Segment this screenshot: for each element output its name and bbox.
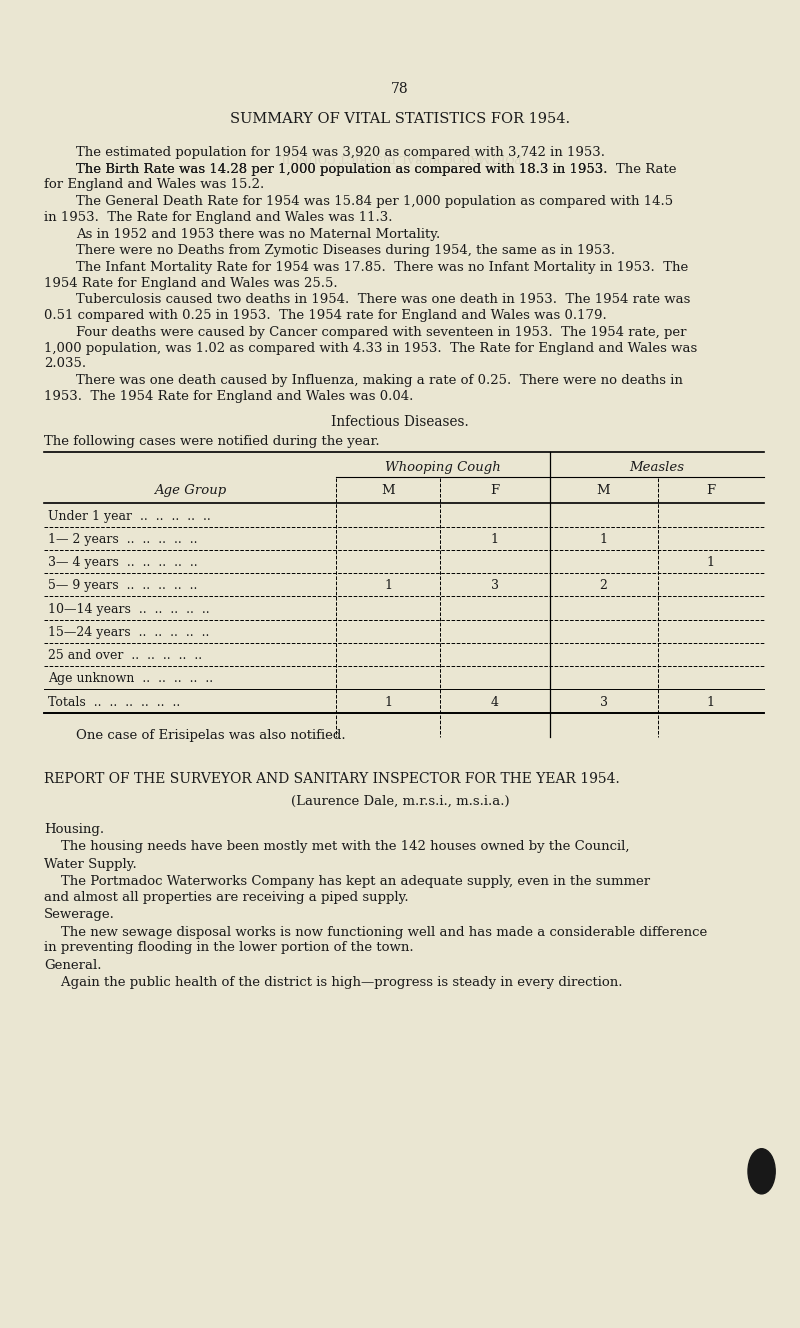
Text: 0.51 compared with 0.25 in 1953.  The 1954 rate for England and Wales was 0.179.: 0.51 compared with 0.25 in 1953. The 195… [44,309,606,323]
Text: Age Group: Age Group [154,483,226,497]
Text: As in 1952 and 1953 there was no Maternal Mortality.: As in 1952 and 1953 there was no Materna… [76,227,440,240]
Text: M: M [597,483,610,497]
Text: in preventing flooding in the lower portion of the town.: in preventing flooding in the lower port… [44,942,414,955]
Text: 10—14 years  ..  ..  ..  ..  ..: 10—14 years .. .. .. .. .. [48,603,210,616]
Text: F: F [490,483,499,497]
Text: Water Supply.: Water Supply. [44,858,137,871]
Text: 1: 1 [491,533,499,546]
Text: The estimated population for 1954 was 3,920 as compared with 3,742 in 1953.: The estimated population for 1954 was 3,… [76,146,605,159]
Text: The Birth Rate was 14.28 per 1,000 population as compared with 18.3 in 1953.  Th: The Birth Rate was 14.28 per 1,000 popul… [76,163,677,175]
Text: Age unknown  ..  ..  ..  ..  ..: Age unknown .. .. .. .. .. [48,672,213,685]
Text: M: M [381,483,395,497]
Text: The following cases were notified during the year.: The following cases were notified during… [44,436,380,448]
Text: 25 and over  ..  ..  ..  ..  ..: 25 and over .. .. .. .. .. [48,649,202,663]
Text: 5— 9 years  ..  ..  ..  ..  ..: 5— 9 years .. .. .. .. .. [48,579,198,592]
Text: in 1953.  The Rate for England and Wales was 11.3.: in 1953. The Rate for England and Wales … [44,211,393,224]
Text: for England and Wales was 15.2.: for England and Wales was 15.2. [44,178,264,191]
Text: There was one death caused by Influenza, making a rate of 0.25.  There were no d: There was one death caused by Influenza,… [76,374,683,386]
Text: The General Death Rate for 1954 was 15.84 per 1,000 population as compared with : The General Death Rate for 1954 was 15.8… [76,195,673,208]
Text: 15—24 years  ..  ..  ..  ..  ..: 15—24 years .. .. .. .. .. [48,625,210,639]
Text: 78: 78 [391,82,409,97]
Text: (Laurence Dale, m.r.s.i., m.s.i.a.): (Laurence Dale, m.r.s.i., m.s.i.a.) [290,794,510,807]
Text: Under 1 year  ..  ..  ..  ..  ..: Under 1 year .. .. .. .. .. [48,510,210,523]
Text: Four deaths were caused by Cancer compared with seventeen in 1953.  The 1954 rat: Four deaths were caused by Cancer compar… [76,325,686,339]
Text: 1: 1 [707,556,715,570]
Text: Measles: Measles [630,461,684,474]
Text: 1: 1 [384,579,392,592]
Text: 3— 4 years  ..  ..  ..  ..  ..: 3— 4 years .. .. .. .. .. [48,556,198,570]
Text: Totals  ..  ..  ..  ..  ..  ..: Totals .. .. .. .. .. .. [48,696,180,709]
Text: Sewerage.: Sewerage. [44,908,115,922]
Text: 1,000 population, was 1.02 as compared with 4.33 in 1953.  The Rate for England : 1,000 population, was 1.02 as compared w… [44,341,698,355]
Text: Again the public health of the district is high—progress is steady in every dire: Again the public health of the district … [44,976,622,989]
Text: PORTMADOC RURAL DISTRICT COUNCIL: PORTMADOC RURAL DISTRICT COUNCIL [278,151,522,162]
Text: 4: 4 [491,696,499,709]
Text: General.: General. [44,959,102,972]
Text: The housing needs have been mostly met with the 142 houses owned by the Council,: The housing needs have been mostly met w… [44,839,630,853]
Text: There were no Deaths from Zymotic Diseases during 1954, the same as in 1953.: There were no Deaths from Zymotic Diseas… [76,244,615,258]
Text: Tuberculosis caused two deaths in 1954.  There was one death in 1953.  The 1954 : Tuberculosis caused two deaths in 1954. … [76,293,690,307]
Circle shape [748,1149,775,1194]
Text: Infectious Diseases.: Infectious Diseases. [331,414,469,429]
Text: Housing.: Housing. [44,822,104,835]
Text: 2.035.: 2.035. [44,357,86,371]
Text: The Portmadoc Waterworks Company has kept an adequate supply, even in the summer: The Portmadoc Waterworks Company has kep… [44,875,650,888]
Text: and almost all properties are receiving a piped supply.: and almost all properties are receiving … [44,891,409,903]
Text: SUMMARY OF VITAL STATISTICS FOR 1954.: SUMMARY OF VITAL STATISTICS FOR 1954. [230,112,570,126]
Text: 3: 3 [491,579,499,592]
Text: 2: 2 [600,579,607,592]
Text: 1: 1 [384,696,392,709]
Text: 1: 1 [600,533,608,546]
Text: 1954 Rate for England and Wales was 25.5.: 1954 Rate for England and Wales was 25.5… [44,276,338,290]
Text: REPORT OF THE SURVEYOR AND SANITARY INSPECTOR FOR THE YEAR 1954.: REPORT OF THE SURVEYOR AND SANITARY INSP… [44,773,620,786]
Text: Whooping Cough: Whooping Cough [385,461,501,474]
Text: The Birth Rate was 14.28 per 1,000 population as compared with 18.3 in 1953.: The Birth Rate was 14.28 per 1,000 popul… [76,163,616,175]
Text: The Infant Mortality Rate for 1954 was 17.85.  There was no Infant Mortality in : The Infant Mortality Rate for 1954 was 1… [76,262,688,274]
Text: F: F [706,483,715,497]
Text: 1953.  The 1954 Rate for England and Wales was 0.04.: 1953. The 1954 Rate for England and Wale… [44,389,414,402]
Text: 3: 3 [600,696,608,709]
Text: 1— 2 years  ..  ..  ..  ..  ..: 1— 2 years .. .. .. .. .. [48,533,198,546]
Text: The new sewage disposal works is now functioning well and has made a considerabl: The new sewage disposal works is now fun… [44,926,707,939]
Text: One case of Erisipelas was also notified.: One case of Erisipelas was also notified… [76,729,346,741]
Text: 1: 1 [707,696,715,709]
